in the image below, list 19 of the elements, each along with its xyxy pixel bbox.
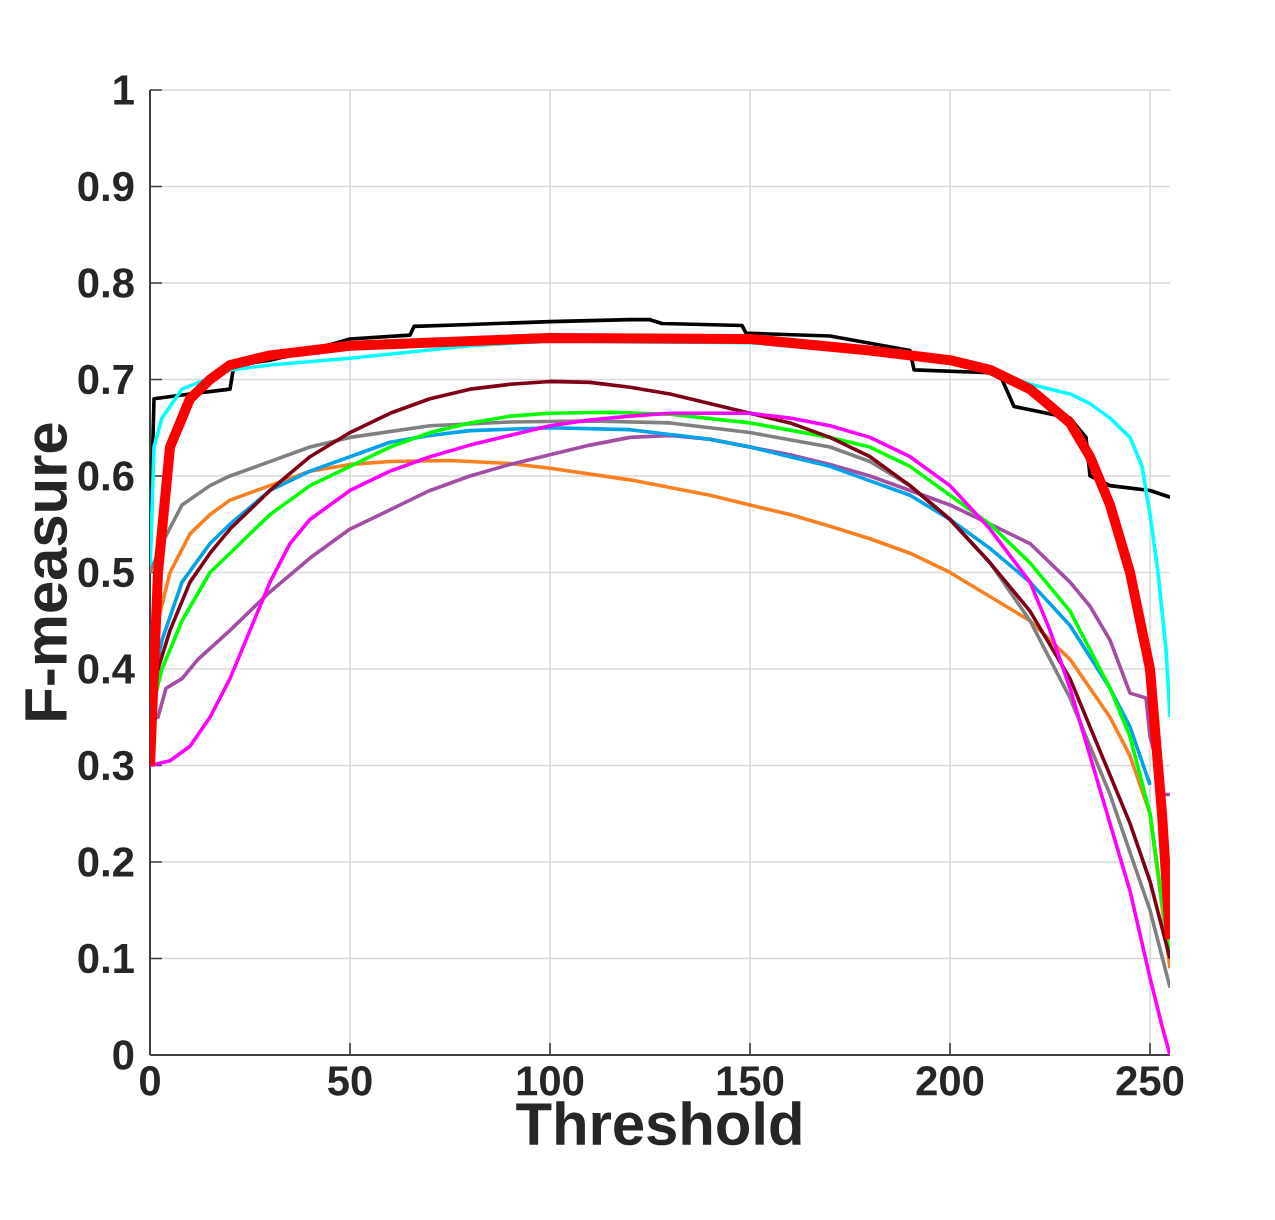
y-axis-title: F-measure [25,423,68,720]
y-tick-label: 0.4 [78,654,135,684]
y-tick-label: 0.9 [78,171,134,202]
x-tick-label: 100 [517,1066,584,1096]
x-tick-label: 0 [140,1066,160,1096]
y-tick-label: 0 [113,1040,134,1070]
y-tick-label: 0.5 [78,557,134,588]
x-tick-label: 50 [328,1066,372,1096]
y-tick-label: 0.1 [78,943,134,974]
y-tick-label: 0.7 [78,364,134,395]
x-tick-label: 250 [1116,1066,1184,1096]
y-tick-label: 0.3 [78,750,134,781]
x-tick-label: 150 [717,1066,784,1096]
x-tick-label: 200 [916,1066,984,1096]
y-tick-label: 0.8 [78,268,134,298]
y-tick-label: 0.6 [78,461,134,491]
y-tick-label: 0.2 [78,847,134,877]
y-tick-label: 1 [114,75,134,105]
x-axis-title: Threshold [516,1101,801,1146]
